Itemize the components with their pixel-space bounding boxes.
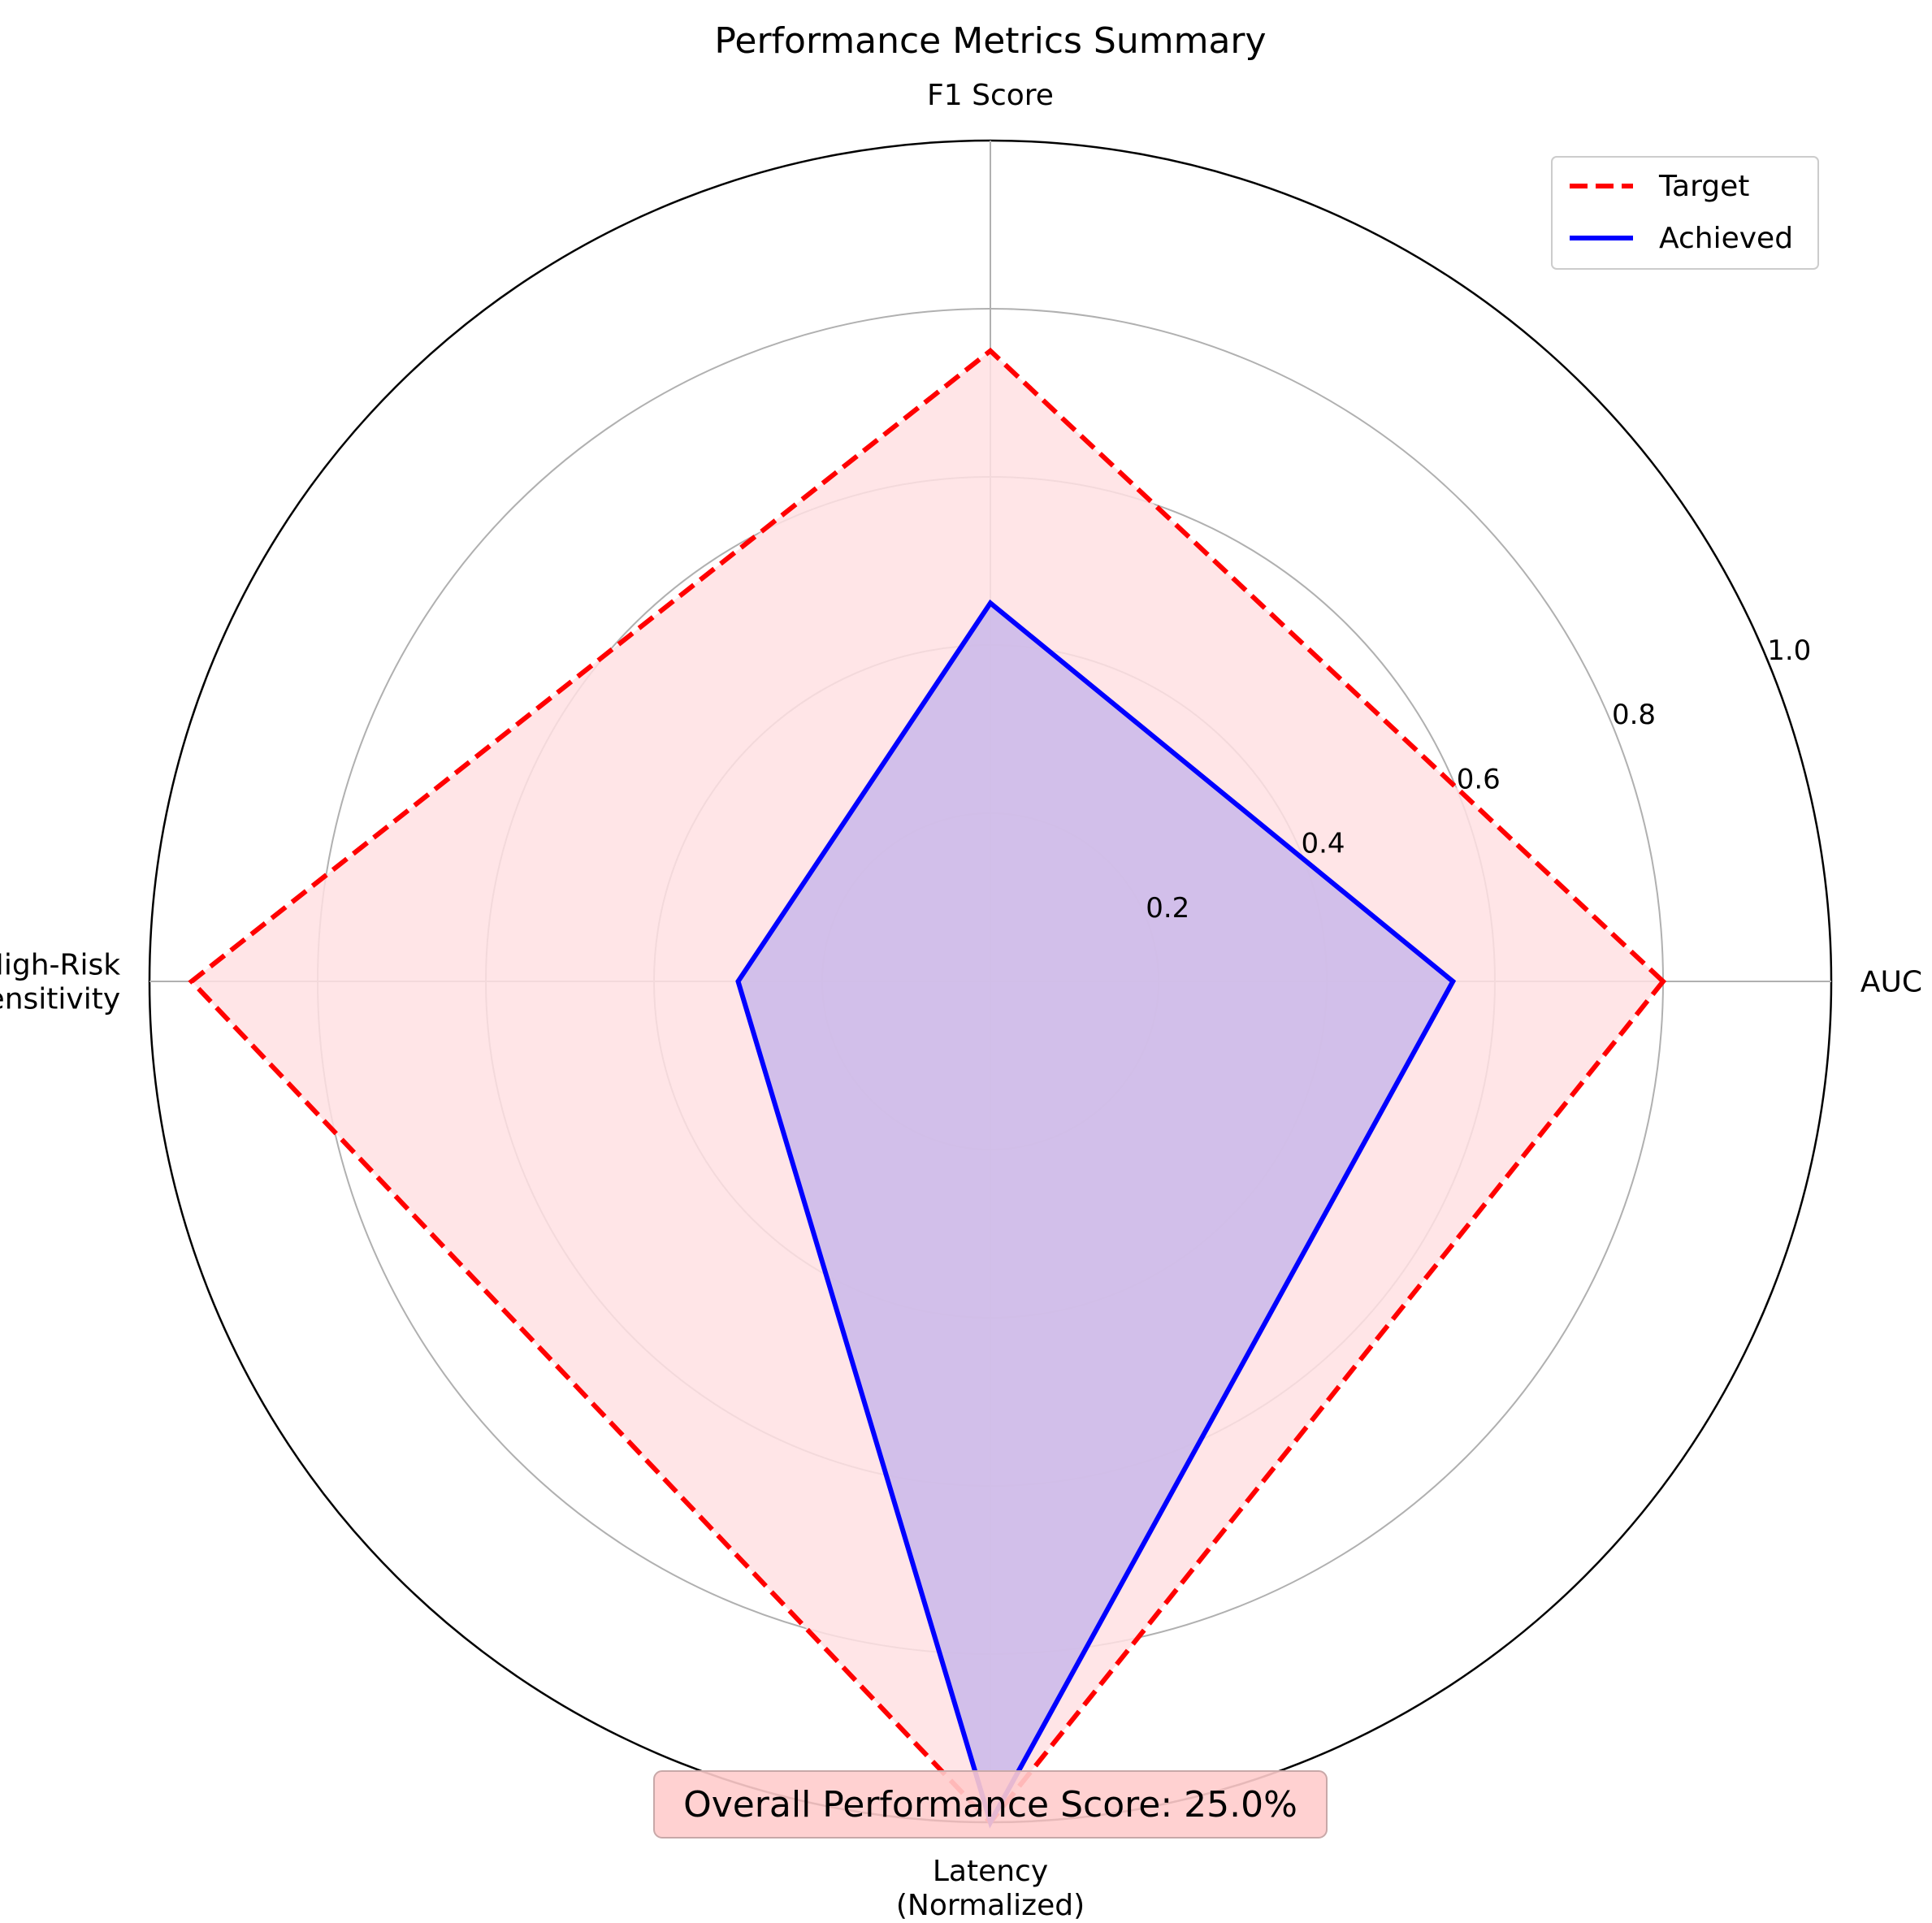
radial-tick-labels: 0.2 0.4 0.6 0.8 1.0 [1146,635,1811,925]
legend: Target Achieved [1551,156,1819,270]
axis-label-high-risk-sensitivity: High-RiskSensitivity [0,949,120,1016]
legend-label-target: Target [1658,170,1749,203]
axis-label-f1-score: F1 Score [927,79,1054,112]
tick-label-0-8: 0.8 [1612,699,1656,731]
tick-label-0-4: 0.4 [1301,828,1345,860]
performance-score-annotation: Overall Performance Score: 25.0% [653,1770,1328,1839]
axis-label-auc: AUC [1861,966,1922,999]
annotation-text: Overall Performance Score: 25.0% [683,1784,1297,1826]
series-line-target [188,347,1667,1826]
axis-labels: AUC F1 Score High-RiskSensitivity Latency(N… [0,79,1922,1922]
series-fill-achieved [738,603,1453,1822]
tick-label-0-2: 0.2 [1146,892,1189,925]
tick-label-0-6: 0.6 [1457,763,1501,795]
legend-box [1551,156,1819,270]
axis-label-latency-normalized: Latency (Normalized) [896,1855,1085,1922]
series-lines [188,347,1667,1829]
tick-label-1-0: 1.0 [1767,635,1811,667]
chart-title: Performance Metrics Summary [714,20,1266,62]
annotation-box [653,1770,1328,1839]
series-fills [191,350,1663,1822]
legend-label-achieved: Achieved [1659,222,1793,255]
series-line-achieved [735,599,1457,1829]
